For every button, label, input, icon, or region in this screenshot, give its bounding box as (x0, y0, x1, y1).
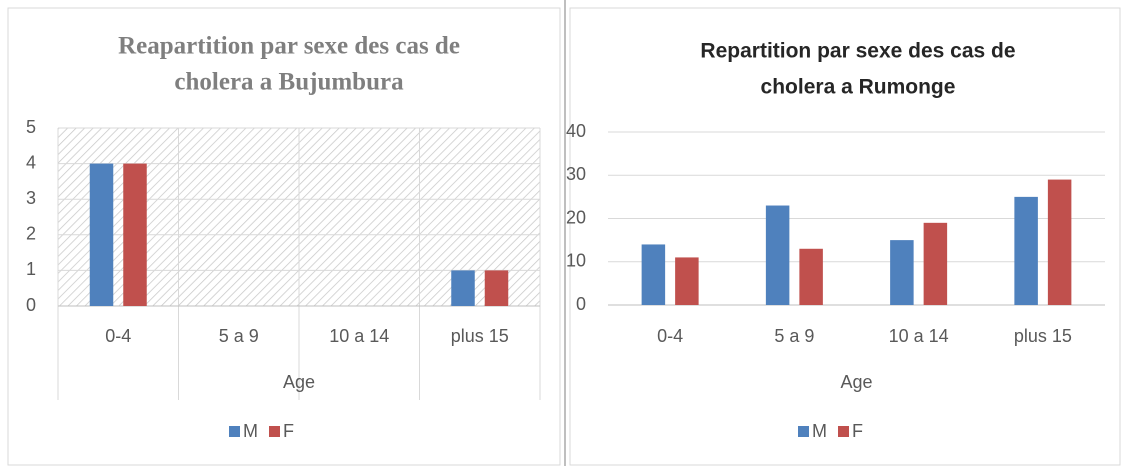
legend-label: M (812, 421, 827, 441)
x-tick-label: plus 15 (1014, 326, 1072, 346)
chart-title: cholera a Rumonge (761, 76, 956, 99)
y-tick-label: 30 (566, 164, 586, 184)
y-tick-label: 1 (26, 259, 36, 279)
bar (923, 222, 948, 305)
bar (89, 163, 114, 306)
bar (123, 163, 147, 306)
x-tick-label: 5 a 9 (774, 326, 814, 346)
x-tick-label: 10 a 14 (889, 326, 949, 346)
x-tick-label: 0-4 (105, 326, 131, 346)
y-tick-label: 20 (566, 207, 586, 227)
legend-label: F (852, 421, 863, 441)
legend-label: F (283, 421, 294, 441)
y-tick-label: 0 (26, 295, 36, 315)
y-tick-label: 2 (26, 224, 36, 244)
bar (675, 257, 699, 305)
x-axis-label: Age (283, 372, 315, 392)
chart-title: Repartition par sexe des cas de (700, 40, 1015, 63)
bar (641, 244, 666, 305)
chart-title: cholera a Bujumbura (174, 69, 404, 96)
bar (1047, 179, 1072, 305)
bar (799, 248, 823, 305)
y-tick-label: 40 (566, 121, 586, 141)
legend-label: M (243, 421, 258, 441)
y-tick-label: 3 (26, 188, 36, 208)
x-tick-label: plus 15 (451, 326, 509, 346)
chart-title: Reapartition par sexe des cas de (118, 33, 460, 60)
legend-swatch (269, 426, 280, 437)
bar (765, 205, 790, 305)
x-axis-label: Age (840, 372, 872, 392)
bar (890, 240, 914, 305)
y-tick-label: 0 (576, 294, 586, 314)
y-tick-label: 4 (26, 152, 36, 172)
bar (484, 270, 509, 306)
y-tick-label: 10 (566, 251, 586, 271)
legend-swatch (798, 426, 809, 437)
x-tick-label: 0-4 (657, 326, 683, 346)
bar (451, 270, 475, 306)
y-tick-label: 5 (26, 117, 36, 137)
x-tick-label: 10 a 14 (329, 326, 389, 346)
legend-swatch (229, 426, 240, 437)
legend-swatch (838, 426, 849, 437)
bar (1014, 196, 1038, 305)
x-tick-label: 5 a 9 (219, 326, 259, 346)
